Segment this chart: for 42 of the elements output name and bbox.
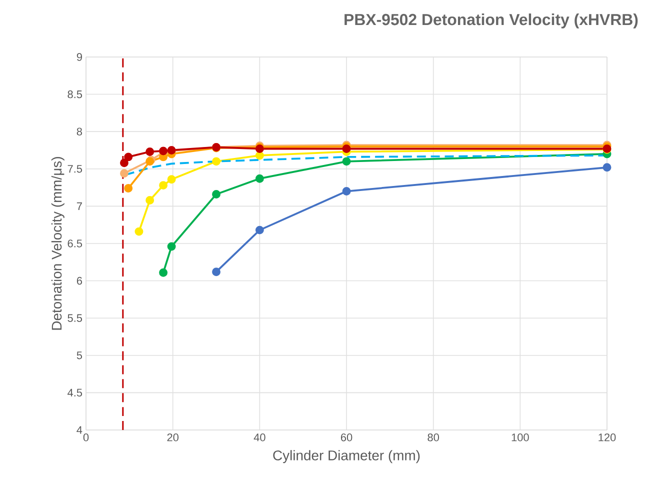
- y-tick-label: 8.5: [68, 90, 82, 98]
- point: [602, 163, 612, 172]
- x-tick-label: 20: [167, 434, 178, 442]
- point: [120, 158, 128, 168]
- point: [212, 268, 220, 276]
- point: [342, 157, 351, 166]
- y-tick-label: 4.5: [68, 388, 82, 397]
- point: [146, 196, 154, 204]
- y-axis-title: Detonation Velocity (mm/μs): [51, 157, 64, 330]
- point: [342, 144, 351, 153]
- x-tick-label: 80: [428, 434, 439, 442]
- point: [159, 181, 168, 190]
- y-tick-label: 5: [76, 352, 82, 360]
- y-tick-label: 4: [76, 426, 82, 434]
- point: [255, 174, 264, 183]
- y-tick-label: 9: [76, 53, 82, 61]
- point: [124, 184, 133, 193]
- point: [120, 169, 128, 178]
- y-tick-label: 5.5: [68, 314, 82, 322]
- point: [255, 151, 264, 160]
- x-tick-label: 0: [83, 434, 89, 442]
- y-tick-label: 7: [76, 202, 82, 210]
- point: [124, 152, 133, 162]
- point: [212, 157, 220, 166]
- x-axis-title: Cylinder Diameter (mm): [273, 450, 420, 464]
- point: [255, 226, 264, 234]
- chart-title: PBX-9502 Detonation Velocity (xHVRB): [344, 14, 638, 28]
- x-tick-label: 120: [598, 434, 616, 442]
- point: [167, 175, 176, 184]
- point: [167, 242, 176, 251]
- y-tick-label: 6: [76, 276, 82, 285]
- x-tick-label: 100: [512, 434, 529, 442]
- point: [342, 187, 351, 196]
- point: [212, 190, 220, 198]
- point: [159, 268, 168, 277]
- point: [134, 227, 144, 236]
- y-tick-label: 6.5: [68, 240, 82, 248]
- y-tick-label: 7.5: [68, 165, 82, 173]
- x-tick-label: 60: [340, 434, 352, 442]
- point: [146, 147, 154, 156]
- x-tick-label: 40: [254, 434, 266, 442]
- y-tick-label: 8: [76, 128, 82, 136]
